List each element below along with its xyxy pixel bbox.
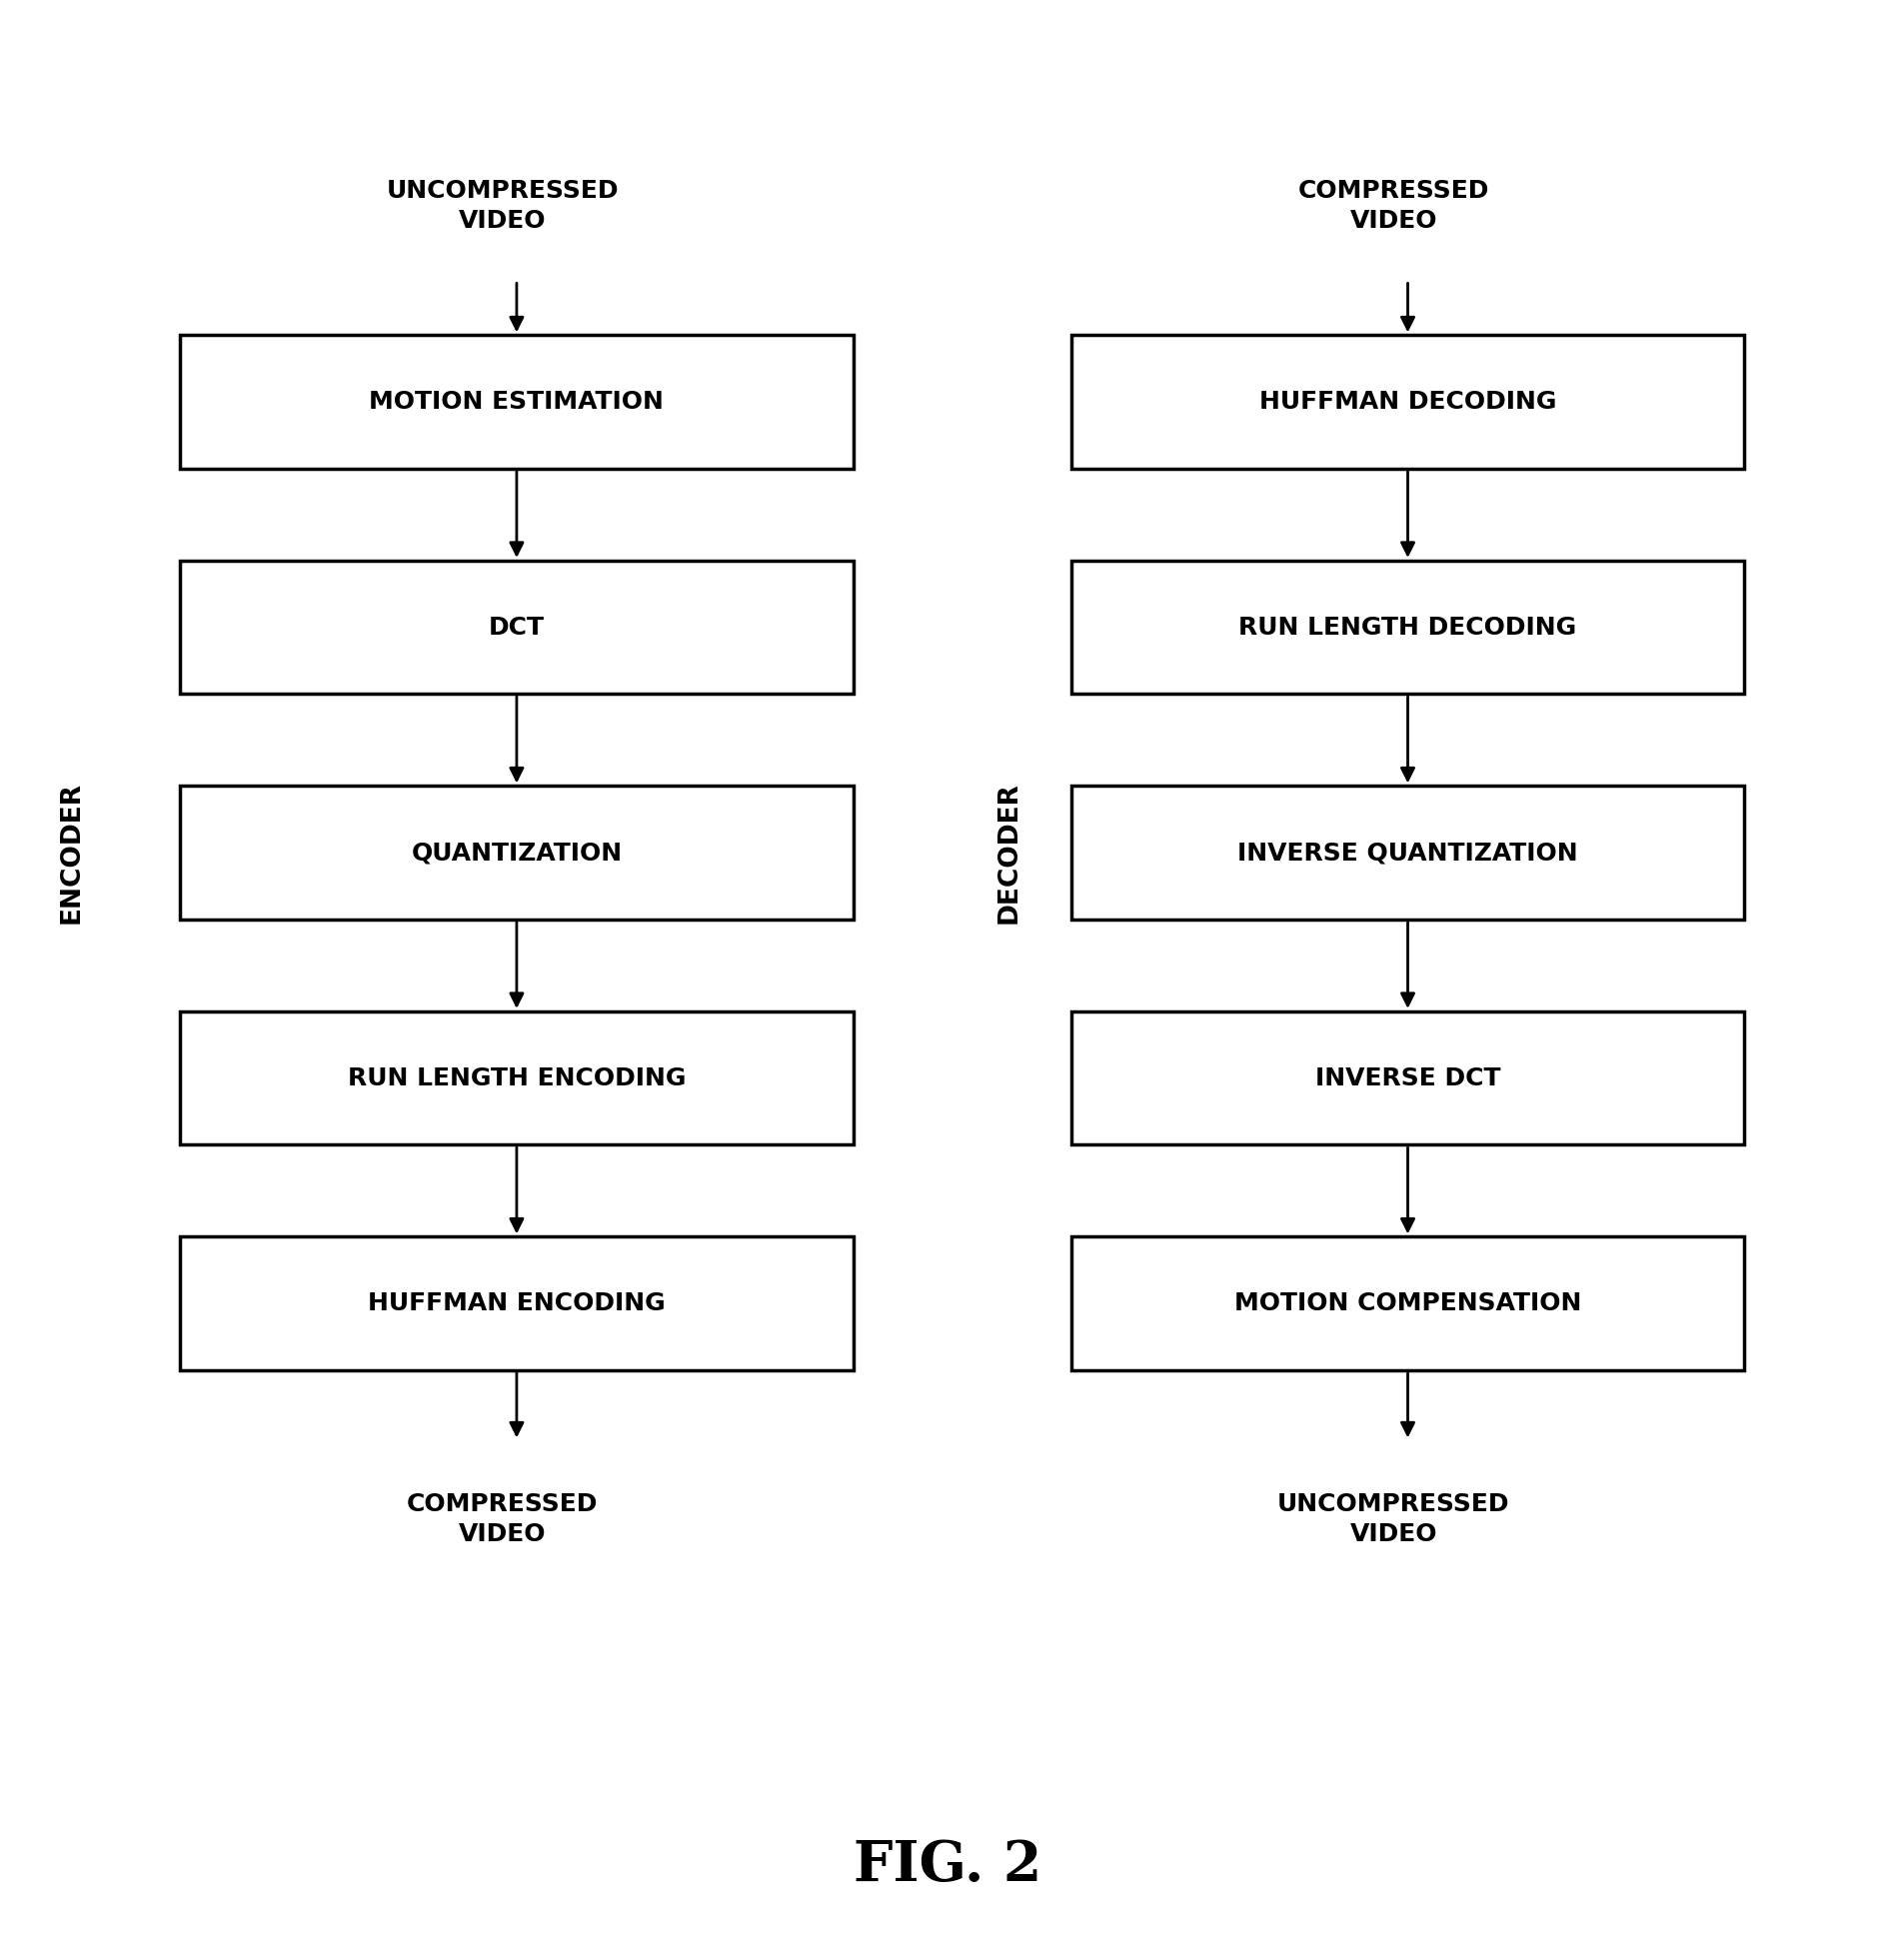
Text: COMPRESSED
VIDEO: COMPRESSED VIDEO [408,1492,597,1546]
Text: RUN LENGTH ENCODING: RUN LENGTH ENCODING [347,1066,686,1090]
Bar [1071,1237,1744,1370]
Bar [180,1011,853,1145]
Text: MOTION COMPENSATION: MOTION COMPENSATION [1234,1292,1581,1315]
Text: ENCODER: ENCODER [59,782,85,923]
Bar [1071,335,1744,468]
Text: HUFFMAN DECODING: HUFFMAN DECODING [1259,390,1557,414]
Text: COMPRESSED
VIDEO: COMPRESSED VIDEO [1299,178,1488,233]
Bar [180,786,853,919]
Text: MOTION ESTIMATION: MOTION ESTIMATION [370,390,664,414]
Text: DCT: DCT [489,615,544,639]
Bar [180,1237,853,1370]
Text: QUANTIZATION: QUANTIZATION [411,841,622,864]
Bar [1071,786,1744,919]
Bar [1071,561,1744,694]
Text: INVERSE QUANTIZATION: INVERSE QUANTIZATION [1238,841,1577,864]
Text: UNCOMPRESSED
VIDEO: UNCOMPRESSED VIDEO [387,178,618,233]
Text: DECODER: DECODER [995,782,1022,923]
Text: UNCOMPRESSED
VIDEO: UNCOMPRESSED VIDEO [1278,1492,1509,1546]
Text: FIG. 2: FIG. 2 [853,1838,1043,1893]
Text: RUN LENGTH DECODING: RUN LENGTH DECODING [1238,615,1577,639]
Text: HUFFMAN ENCODING: HUFFMAN ENCODING [368,1292,665,1315]
Text: INVERSE DCT: INVERSE DCT [1316,1066,1500,1090]
Bar [1071,1011,1744,1145]
Bar [180,335,853,468]
Bar [180,561,853,694]
